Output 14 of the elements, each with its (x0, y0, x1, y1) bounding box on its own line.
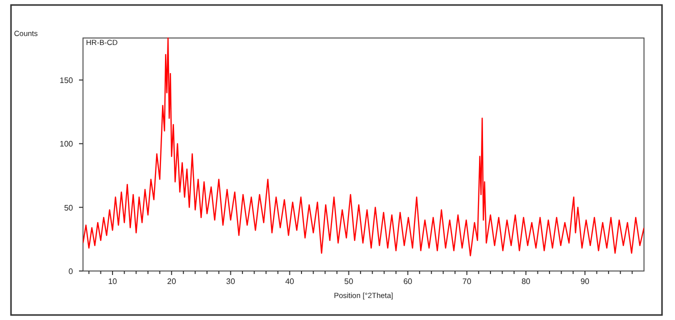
y-tick-label: 150 (60, 76, 74, 86)
x-tick-label: 40 (285, 277, 295, 286)
line-series (83, 37, 644, 256)
x-tick-label: 10 (108, 277, 118, 286)
y-tick-label: 50 (64, 203, 74, 212)
x-tick-label: 20 (167, 277, 177, 286)
x-tick-label: 60 (403, 277, 413, 286)
x-tick-label: 30 (226, 277, 236, 286)
x-tick-label: 80 (521, 277, 531, 286)
x-tick-label: 90 (580, 277, 590, 286)
x-tick-label: 50 (344, 277, 354, 286)
y-tick-label: 100 (60, 140, 74, 149)
x-tick-label: 70 (462, 277, 472, 286)
y-tick-label: 0 (68, 267, 74, 276)
